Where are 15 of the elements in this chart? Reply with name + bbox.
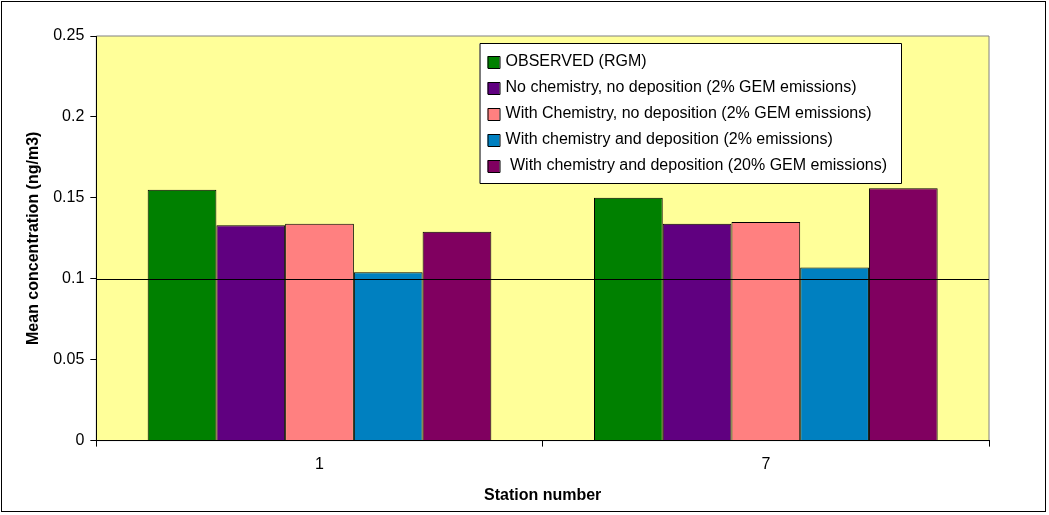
x-axis-title: Station number <box>484 485 602 503</box>
y-tick-label: 0.25 <box>53 26 85 44</box>
legend-label: OBSERVED (RGM) <box>505 52 647 70</box>
y-tick-label: 0 <box>75 431 85 449</box>
y-axis-title: Mean concentration (ng/m3) <box>24 131 42 345</box>
legend-label: No chemistry, no deposition (2% GEM emissions) <box>505 78 857 96</box>
legend-label: With Chemistry, no deposition (2% GEM emissions) <box>505 104 872 122</box>
legend-label: With chemistry and deposition (2% emissions) <box>505 130 833 148</box>
y-tick-label: 0.05 <box>53 350 85 368</box>
y-tick-label: 0.1 <box>62 269 85 287</box>
y-tick-label: 0.2 <box>62 107 85 125</box>
legend-label: With chemistry and deposition (20% GEM emissions) <box>505 156 887 174</box>
x-tick-label: 1 <box>315 454 325 472</box>
y-tick-label: 0.15 <box>53 188 85 206</box>
x-tick-label: 7 <box>761 454 771 472</box>
